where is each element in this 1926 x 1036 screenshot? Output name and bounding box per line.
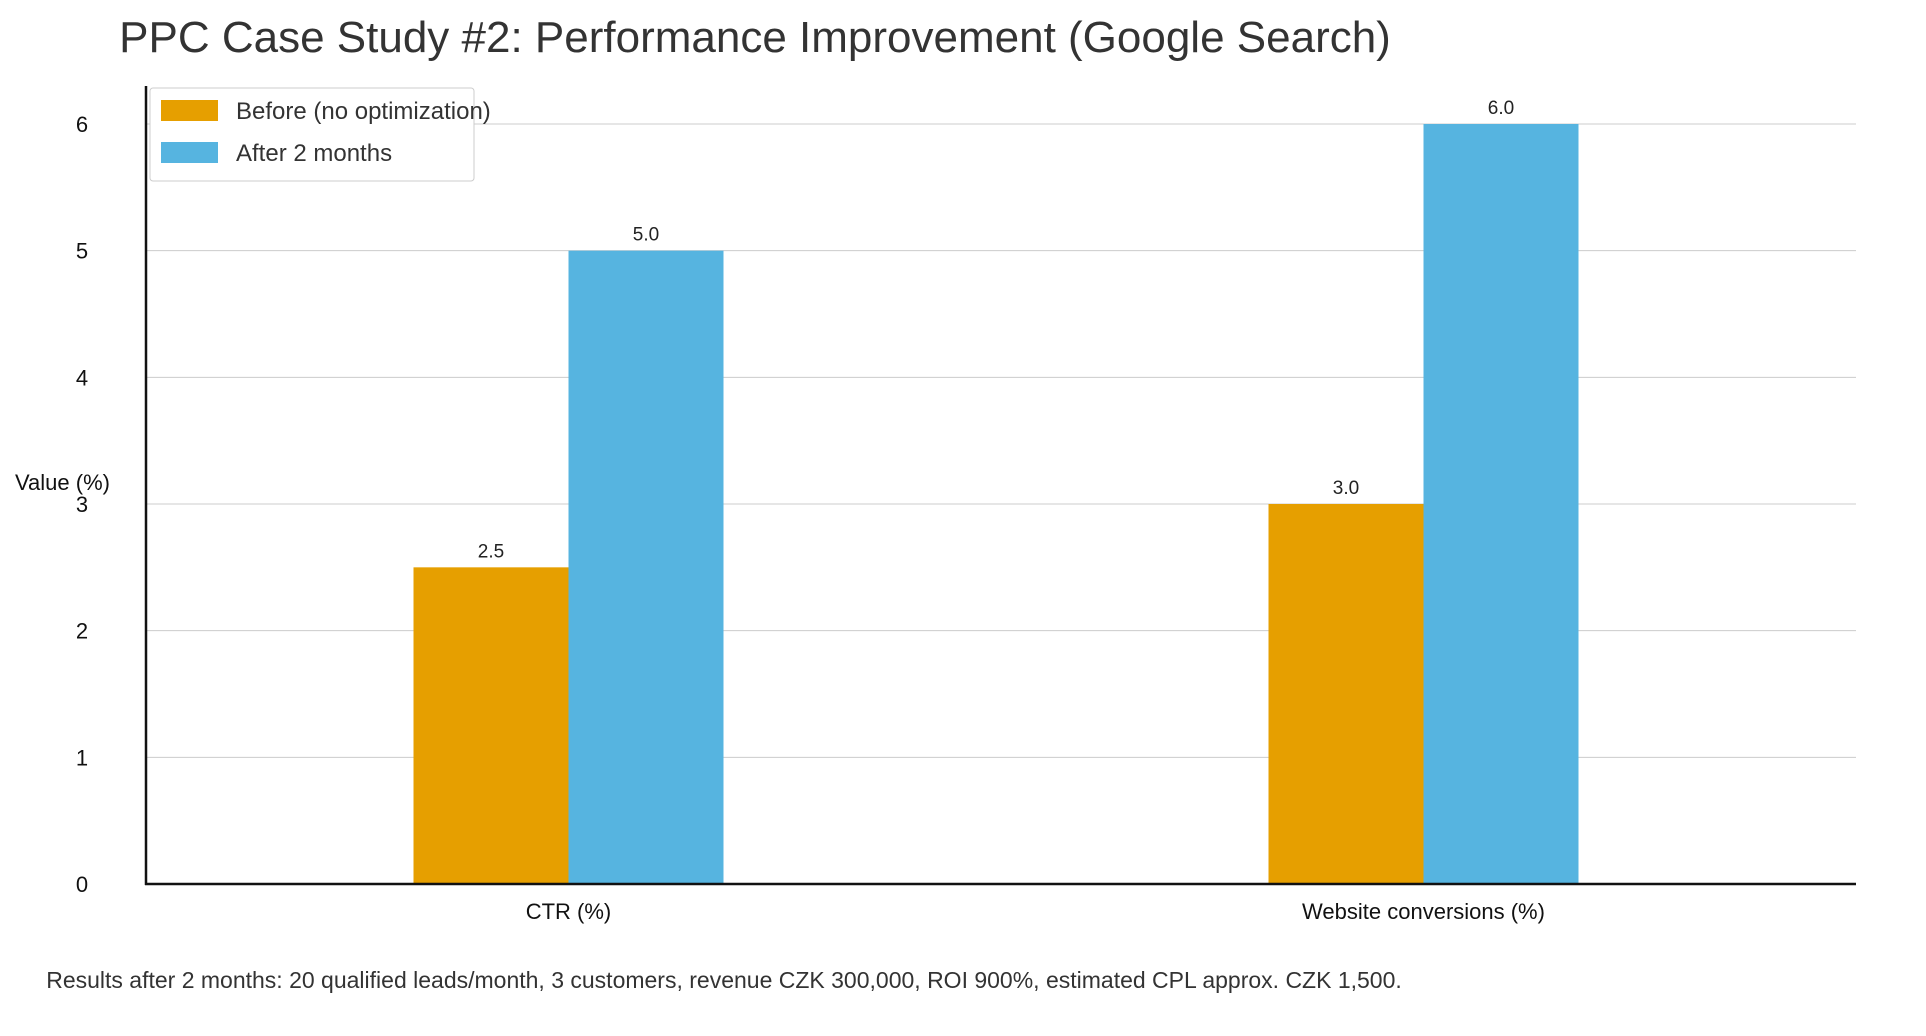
y-axis-label: Value (%) xyxy=(15,470,110,495)
axes: 0 1 2 3 4 5 6 CTR (%) Website conversions (%) xyxy=(76,86,1856,924)
y-tick-label: 2 xyxy=(76,619,88,644)
y-tick-label: 3 xyxy=(76,492,88,517)
footnote: Results after 2 months: 20 qualified lea… xyxy=(46,967,1402,993)
legend-label: After 2 months xyxy=(236,140,392,167)
bar-value-label: 5.0 xyxy=(633,225,659,246)
legend-swatch xyxy=(161,100,218,121)
x-tick-label: Website conversions (%) xyxy=(1302,899,1545,924)
legend: Before (no optimization) After 2 months xyxy=(149,87,491,182)
y-tick-label: 4 xyxy=(76,365,88,390)
y-tick-label: 0 xyxy=(76,872,88,897)
y-tick-label: 1 xyxy=(76,745,88,770)
legend-swatch xyxy=(161,142,218,163)
bar xyxy=(1268,504,1424,884)
bar xyxy=(568,250,724,884)
bar-value-label: 3.0 xyxy=(1333,478,1359,499)
bar-value-label: 6.0 xyxy=(1488,98,1514,119)
y-tick-label: 6 xyxy=(76,112,88,137)
x-tick-label: CTR (%) xyxy=(526,899,612,924)
bar xyxy=(413,567,569,884)
data-labels: 2.5 5.0 3.0 6.0 xyxy=(478,98,1514,562)
bars xyxy=(413,124,1579,884)
chart-title: PPC Case Study #2: Performance Improveme… xyxy=(119,13,1391,62)
legend-box xyxy=(149,87,475,182)
y-tick-label: 5 xyxy=(76,239,88,264)
legend-label: Before (no optimization) xyxy=(236,98,491,125)
grid xyxy=(146,123,1856,758)
bar xyxy=(1423,124,1579,884)
bar-value-label: 2.5 xyxy=(478,541,504,562)
